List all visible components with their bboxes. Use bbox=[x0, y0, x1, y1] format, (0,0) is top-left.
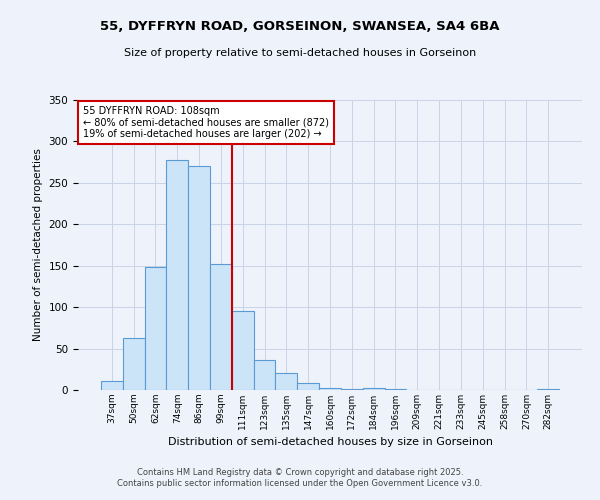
Bar bbox=[210, 264, 232, 390]
X-axis label: Distribution of semi-detached houses by size in Gorseinon: Distribution of semi-detached houses by … bbox=[167, 438, 493, 448]
Bar bbox=[145, 268, 166, 390]
Bar bbox=[254, 360, 275, 390]
Bar bbox=[385, 389, 406, 390]
Text: 55 DYFFRYN ROAD: 108sqm
← 80% of semi-detached houses are smaller (872)
19% of s: 55 DYFFRYN ROAD: 108sqm ← 80% of semi-de… bbox=[83, 106, 329, 139]
Bar bbox=[341, 389, 363, 390]
Bar bbox=[275, 372, 297, 390]
Bar bbox=[101, 381, 123, 390]
Bar bbox=[123, 338, 145, 390]
Bar bbox=[188, 166, 210, 390]
Bar bbox=[537, 389, 559, 390]
Bar bbox=[363, 388, 385, 390]
Text: Contains HM Land Registry data © Crown copyright and database right 2025.
Contai: Contains HM Land Registry data © Crown c… bbox=[118, 468, 482, 487]
Text: Size of property relative to semi-detached houses in Gorseinon: Size of property relative to semi-detach… bbox=[124, 48, 476, 58]
Bar bbox=[166, 160, 188, 390]
Bar bbox=[319, 388, 341, 390]
Y-axis label: Number of semi-detached properties: Number of semi-detached properties bbox=[33, 148, 43, 342]
Bar bbox=[232, 312, 254, 390]
Bar bbox=[297, 382, 319, 390]
Text: 55, DYFFRYN ROAD, GORSEINON, SWANSEA, SA4 6BA: 55, DYFFRYN ROAD, GORSEINON, SWANSEA, SA… bbox=[100, 20, 500, 33]
